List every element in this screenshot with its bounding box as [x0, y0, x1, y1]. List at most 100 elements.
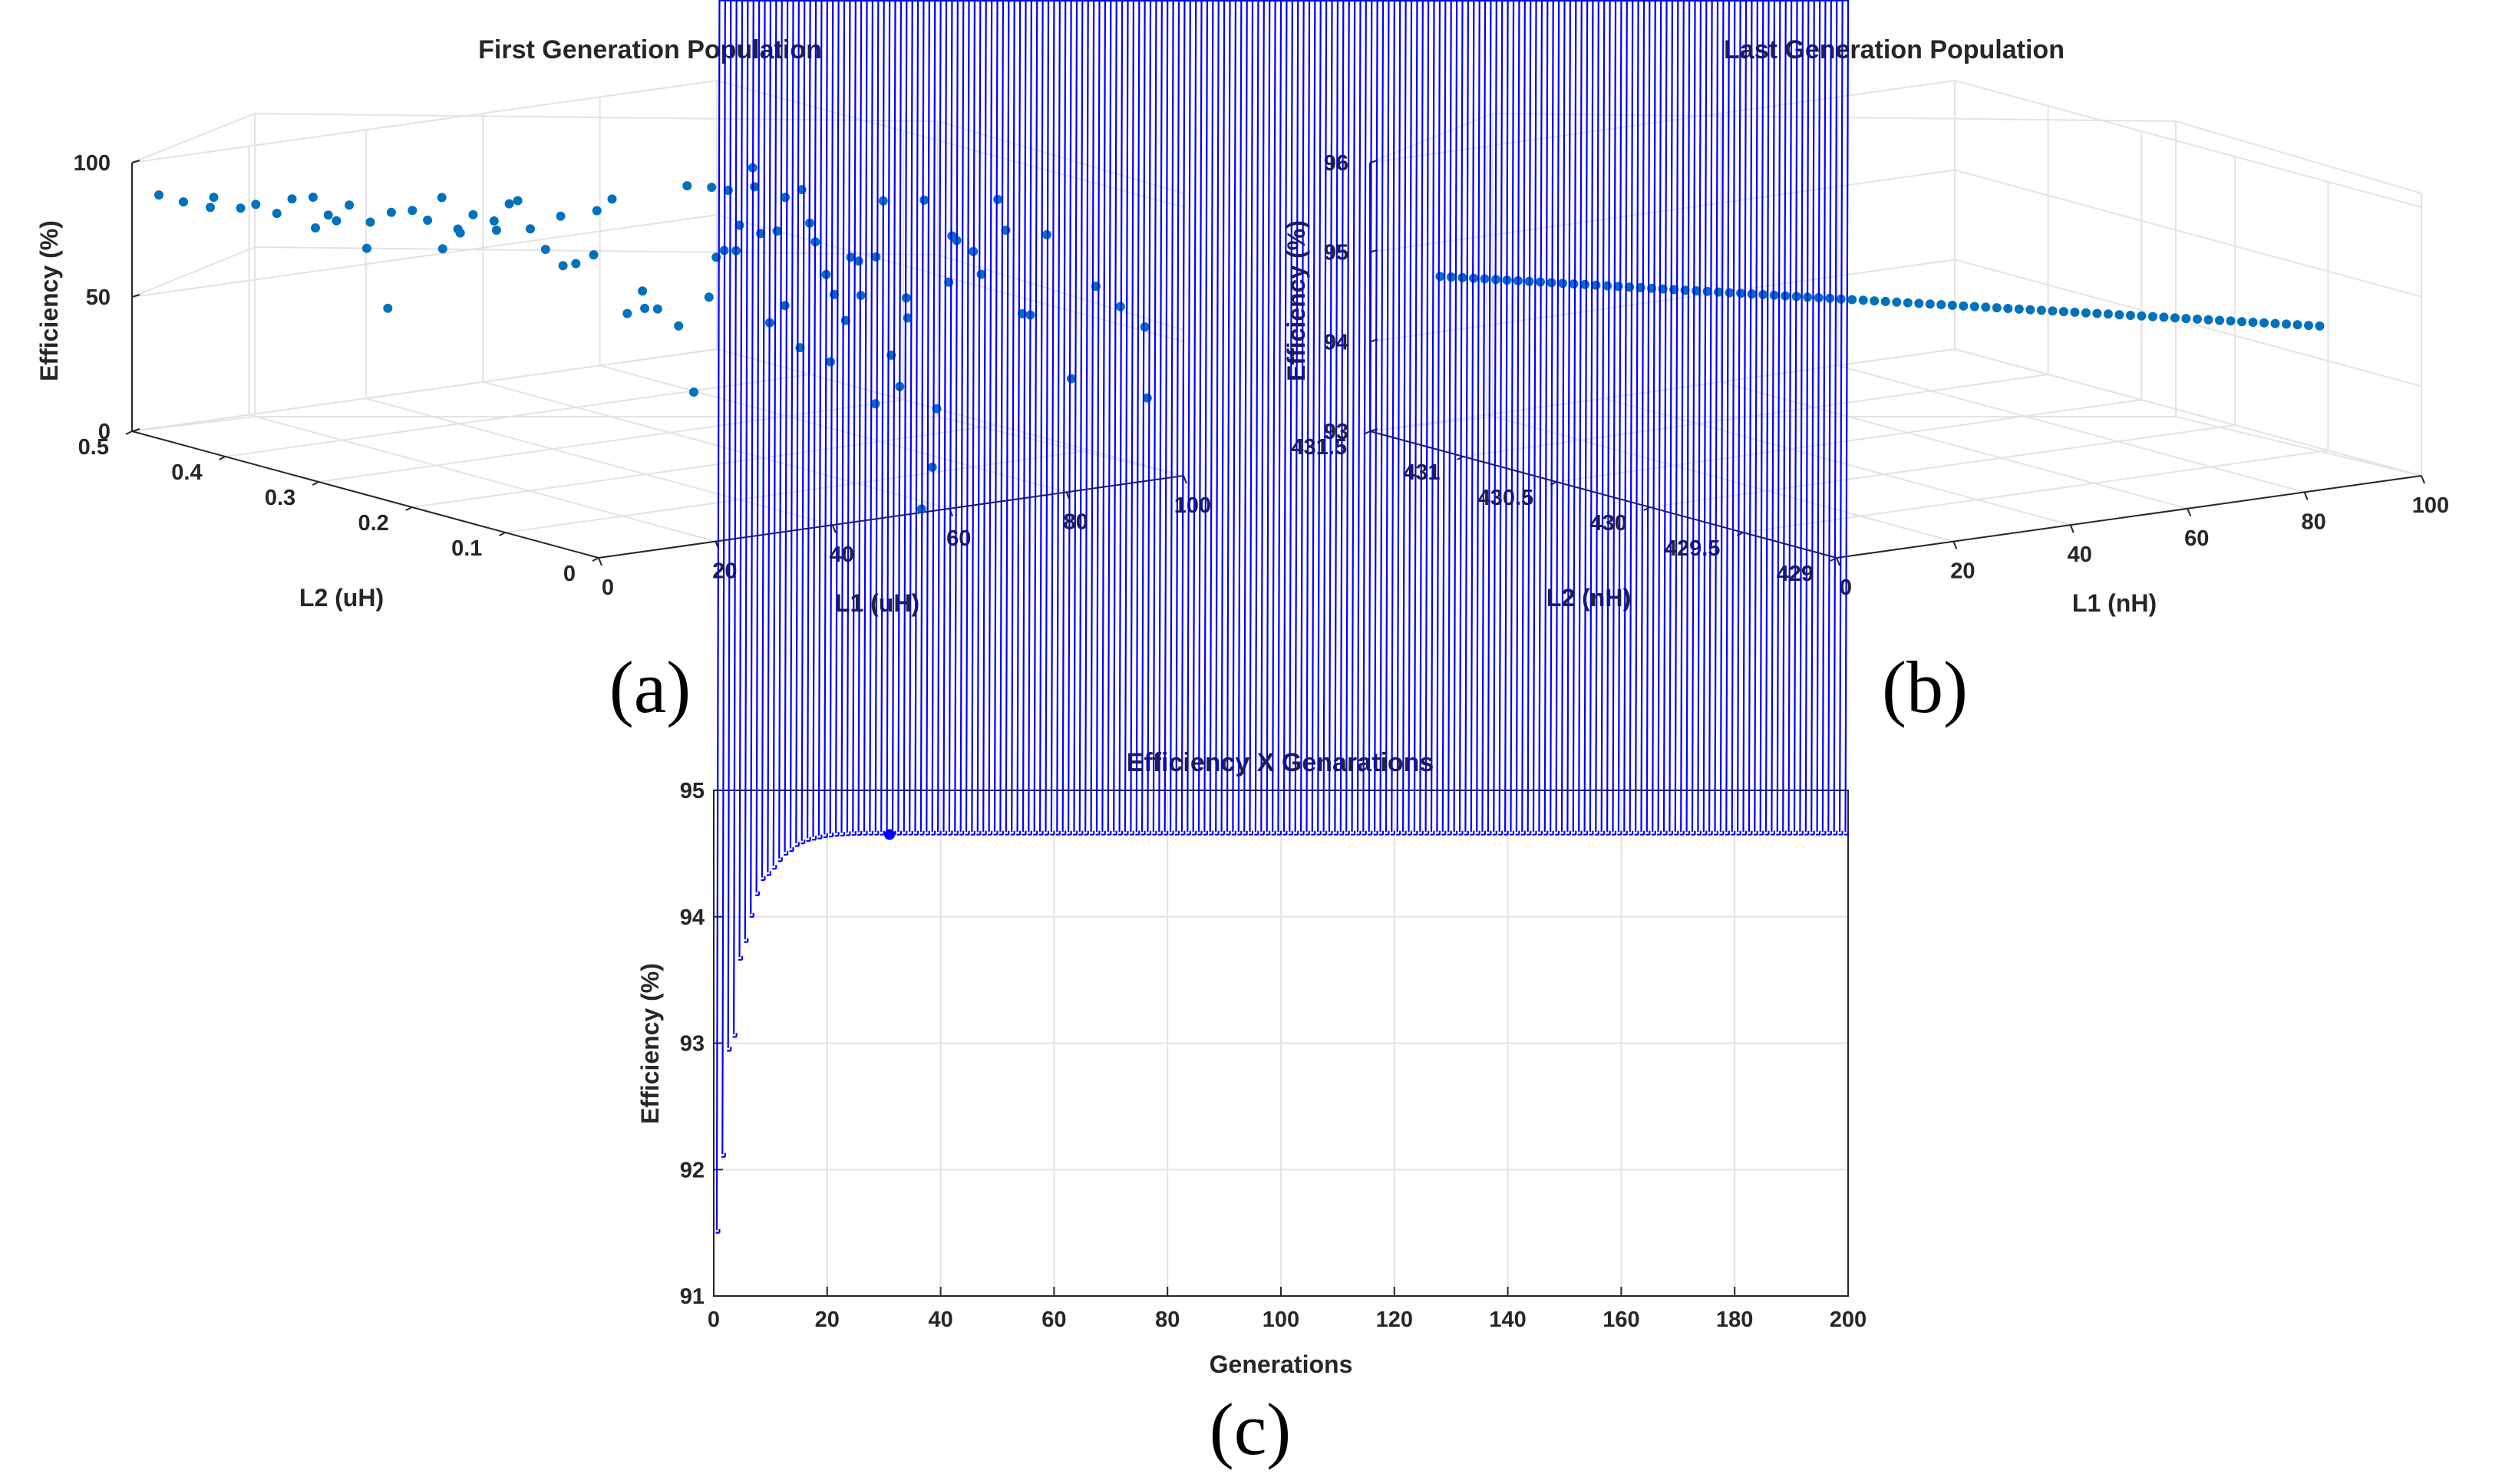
y-tick-mark: [405, 506, 413, 511]
z-gridline: [131, 348, 1184, 477]
data-point: [1969, 302, 1979, 312]
data-point: [1446, 272, 1456, 282]
data-point: [2259, 318, 2269, 328]
data-point: [2159, 312, 2169, 322]
data-point: [834, 0, 1322, 836]
y-tick-label: 0.3: [265, 486, 295, 510]
data-point: [1936, 300, 1946, 309]
data-point: [707, 183, 717, 193]
data-point: [437, 193, 447, 203]
data-point: [1903, 298, 1913, 308]
data-point: [834, 0, 1435, 836]
data-point: [1457, 272, 1467, 282]
x-tick-mark: [1952, 541, 1958, 549]
data-point: [622, 308, 632, 318]
data-point: [2036, 305, 2046, 315]
z-gridline: [1369, 169, 2422, 298]
data-point: [2248, 318, 2258, 327]
x-tick-label: 80: [1155, 1308, 1180, 1332]
data-point: [332, 216, 342, 226]
y-tick-mark: [592, 557, 599, 562]
data-point: [1959, 301, 1969, 311]
data-point: [489, 216, 499, 226]
data-point: [556, 211, 566, 221]
data-point: [526, 224, 535, 234]
data-point: [919, 195, 929, 205]
data-point: [2181, 314, 2191, 324]
panel-a-ylabel: L2 (uH): [299, 584, 384, 612]
data-point: [2081, 308, 2091, 318]
data-point: [834, 0, 1810, 836]
data-point: [834, 0, 903, 836]
data-point: [993, 194, 1003, 204]
panel-c: Efficiency X Genarations 0 20 40 60 80 100 120…: [636, 0, 1867, 1470]
z-tick-label: 0: [98, 420, 111, 444]
data-point: [652, 304, 662, 314]
data-point: [607, 194, 617, 204]
panel-b-dynamic-grid: [1369, 79, 2422, 559]
y-gridline: [598, 207, 1184, 559]
y-tick-label: 0: [563, 562, 576, 586]
data-point: [834, 0, 1696, 836]
data-point: [682, 181, 692, 191]
x-tick-label: 40: [928, 1308, 952, 1332]
data-point: [206, 203, 215, 213]
panel-a: First Generation Population 020406080100…: [35, 35, 1211, 728]
x-tick-label: 160: [1603, 1308, 1639, 1332]
data-point: [2193, 314, 2202, 324]
panel-a-zlabel: Efficiency (%): [35, 220, 63, 381]
data-point: [1914, 298, 1924, 308]
y-tick-label: 93: [680, 1032, 705, 1057]
data-point: [468, 209, 478, 219]
data-point: [1725, 288, 1735, 298]
data-point: [2282, 319, 2291, 329]
x-tick-label: 0: [708, 1308, 720, 1332]
data-point: [2292, 320, 2302, 330]
y-tick-label: 95: [680, 779, 705, 803]
data-point: [2170, 313, 2180, 323]
data-point: [1435, 272, 1445, 282]
data-point: [2114, 310, 2124, 320]
y-gridline: [1836, 207, 2422, 559]
data-point: [2070, 307, 2080, 317]
panel-c-points: [715, 0, 1850, 1234]
data-point: [2147, 312, 2157, 322]
x-tick-mark: [1836, 557, 1840, 566]
data-point: [1747, 289, 1757, 299]
x-tick-mark: [2421, 475, 2425, 484]
data-point: [834, 0, 1243, 836]
data-point: [154, 190, 163, 200]
data-point: [1140, 322, 1150, 332]
data-point: [2137, 311, 2147, 321]
x-tick-label: 180: [1716, 1308, 1753, 1332]
x-tick-mark: [2187, 508, 2192, 517]
y-tick-label: 94: [680, 905, 705, 930]
x-tick-label: 0: [602, 575, 614, 600]
y-gridline: [1369, 81, 1956, 432]
data-point: [1758, 289, 1768, 299]
data-point: [345, 200, 355, 210]
data-point: [1892, 297, 1902, 307]
data-point: [834, 0, 1095, 836]
data-point: [871, 252, 881, 262]
data-point: [323, 210, 333, 220]
data-point: [251, 200, 261, 209]
panel-b: Last Generation Population 0204060801004…: [1282, 35, 2449, 728]
data-point: [558, 261, 568, 271]
data-point: [834, 0, 1662, 836]
panel-a-caption: (a): [609, 646, 692, 728]
x-tick-label: 20: [712, 559, 737, 584]
x-tick-label: 20: [815, 1308, 840, 1332]
y-tick-mark: [312, 481, 319, 486]
y-tick-label: 0.1: [451, 536, 482, 561]
data-point: [834, 0, 1129, 836]
panel-a-points: [154, 163, 1152, 514]
data-point: [2203, 315, 2213, 325]
x-tick-label: 20: [1950, 559, 1975, 584]
x-tick-mark: [2069, 524, 2075, 533]
data-point: [2025, 305, 2035, 315]
data-point: [640, 303, 650, 313]
data-point: [571, 259, 581, 269]
data-point: [834, 0, 840, 837]
